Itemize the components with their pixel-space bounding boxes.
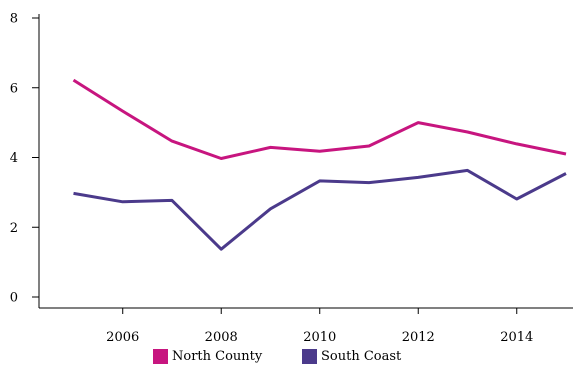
series-layer [72, 78, 567, 251]
x-tick-label: 2006 [106, 330, 139, 345]
y-tick-label: 8 [10, 12, 18, 27]
x-tick-label: 2014 [500, 330, 533, 345]
series-line-south-coast [73, 168, 567, 251]
y-tick-label: 0 [10, 291, 18, 306]
legend-label-north-county: North County [172, 349, 263, 364]
y-tick-label: 6 [10, 81, 18, 96]
legend-item-north-county: North County [153, 349, 262, 364]
y-tick-label: 2 [10, 221, 18, 236]
axes: 0 2 4 6 8 2006 2008 2010 2012 2014 [10, 12, 573, 345]
line-chart: 0 2 4 6 8 2006 2008 2010 2012 2014 [10, 12, 573, 345]
series-line-north-county [72, 78, 567, 160]
x-tick-label: 2010 [303, 330, 336, 345]
x-tick-label: 2012 [402, 330, 435, 345]
legend: North County South Coast [0, 346, 573, 367]
legend-swatch-south-coast [302, 349, 317, 364]
y-tick-label: 4 [10, 151, 18, 166]
legend-label-south-coast: South Coast [321, 349, 402, 364]
x-tick-label: 2008 [205, 330, 238, 345]
legend-item-south-coast: South Coast [302, 349, 401, 364]
legend-swatch-north-county [153, 349, 168, 364]
